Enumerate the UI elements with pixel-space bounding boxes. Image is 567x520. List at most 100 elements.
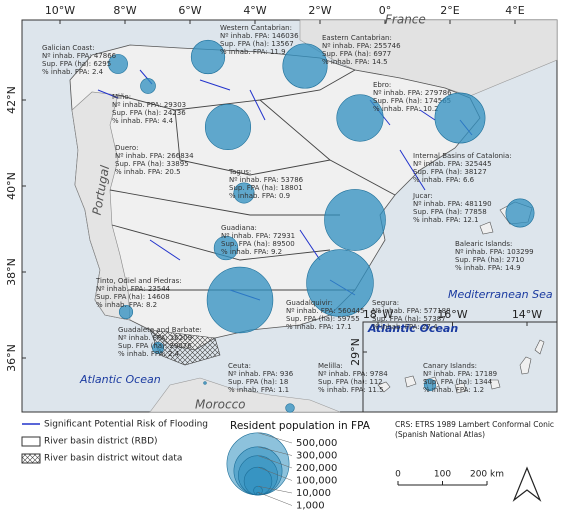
stat-label: % inhab. FPA: (42, 68, 90, 76)
stat-label: % inhab. FPA: (413, 216, 461, 224)
stat-value: 11.9 (270, 48, 286, 56)
basin-stat: Sup. FPA (ha): 89500 (221, 240, 295, 248)
stat-value: 38127 (464, 168, 486, 176)
stat-label: Sup. FPA (ha): (115, 160, 164, 168)
stat-label: Nº inhab. FPA: (318, 370, 368, 378)
stat-label: Sup. FPA (ha): (322, 50, 371, 58)
basin-stat: Nº inhab. FPA: 146036 (220, 32, 299, 40)
north-arrow (512, 466, 542, 502)
stat-value: 146036 (272, 32, 299, 40)
stat-label: Nº inhab. FPA: (413, 200, 463, 208)
stat-value: 325445 (465, 160, 492, 168)
stat-label: % inhab. FPA: (455, 264, 503, 272)
stat-label: % inhab. FPA: (115, 168, 163, 176)
place-label: Atlantic Ocean (79, 373, 161, 386)
population-bubble (423, 378, 437, 392)
stat-label: Sup. FPA (ha): (413, 168, 462, 176)
stat-value: 11.5 (368, 386, 384, 394)
basin-stat: Sup. FPA (ha): 174565 (373, 97, 451, 105)
legend-leader (257, 432, 293, 444)
stat-value: 17.1 (336, 323, 352, 331)
basin-stat: Sup. FPA (ha): 6295 (42, 60, 111, 68)
basin-stat: % inhab. FPA: 11.5 (318, 386, 384, 394)
lon-tick-label: 4°W (243, 4, 266, 17)
basin-stat: % inhab. FPA: 8.2 (96, 301, 157, 309)
basin-name: Guadalquivir: (286, 299, 333, 307)
basin-stat: Nº inhab. FPA: 481190 (413, 200, 492, 208)
legend-size-label: 1,000 (296, 501, 325, 512)
basin-stat: % inhab. FPA: 9.2 (221, 248, 282, 256)
population-bubble (118, 304, 134, 320)
stat-value: 29076 (169, 342, 192, 350)
stat-value: 89500 (272, 240, 294, 248)
stat-value: 14608 (147, 293, 169, 301)
inset-lon-tick-label: 14°W (512, 308, 542, 321)
basin-stat: Sup. FPA (ha): 38127 (413, 168, 487, 176)
population-bubble (203, 381, 207, 385)
lon-tick-label: 10°W (45, 4, 75, 17)
population-bubble (505, 198, 535, 228)
canary-islands (377, 339, 545, 394)
stat-label: % inhab. FPA: (413, 176, 461, 184)
stat-label: Nº inhab. FPA: (423, 370, 473, 378)
stat-label: % inhab. FPA: (318, 386, 366, 394)
stat-label: Sup. FPA (ha): (286, 315, 335, 323)
stat-label: Sup. FPA (ha): (413, 208, 462, 216)
basin-stat: % inhab. FPA: 14.5 (322, 58, 388, 66)
basin-stat: % inhab. FPA: 11.9 (220, 48, 286, 56)
legend-size-label: 10,000 (296, 488, 331, 499)
stat-label: Nº inhab. FPA: (96, 285, 146, 293)
place-label: Mediterranean Sea (448, 288, 553, 301)
basin-stat: % inhab. FPA: 0.9 (229, 192, 290, 200)
basin-name: Guadiana: (221, 224, 257, 232)
basin-stat: Nº inhab. FPA: 936 (228, 370, 294, 378)
basin-stat: Nº inhab. FPA: 29303 (112, 101, 186, 109)
basin-name: Duero: (115, 144, 139, 152)
basin-stat: % inhab. FPA: 27.4 (372, 323, 438, 331)
basin-stat: Nº inhab. FPA: 47866 (42, 52, 117, 60)
basin-stat: % inhab. FPA: 12.1 (413, 216, 479, 224)
lon-tick-label: 0° (379, 4, 392, 17)
stat-label: % inhab. FPA: (229, 192, 277, 200)
stat-value: 33895 (166, 160, 188, 168)
stat-value: 112 (369, 378, 382, 386)
lon-tick-label: 8°W (113, 4, 136, 17)
stat-value: 174565 (424, 97, 451, 105)
basin-stat: % inhab. FPA: 14.9 (455, 264, 521, 272)
legend-leader (257, 466, 293, 481)
portugal-land (71, 91, 131, 321)
basin-stat: % inhab. FPA: 2.4 (118, 350, 180, 358)
lon-tick-label: 2°W (308, 4, 331, 17)
stat-value: 17189 (475, 370, 497, 378)
stat-label: Sup. FPA (ha): (372, 315, 421, 323)
population-bubble (206, 266, 274, 334)
basin-stat: % inhab. FPA: 20.5 (115, 168, 181, 176)
stat-label: % inhab. FPA: (228, 386, 276, 394)
basin-stat: Sup. FPA (ha): 29076 (118, 342, 192, 350)
stat-value: 0.9 (279, 192, 290, 200)
stat-value: 18 (279, 378, 288, 386)
stat-value: 1.2 (473, 386, 484, 394)
basin-stat: Sup. FPA (ha): 33895 (115, 160, 189, 168)
basin-stat: Sup. FPA (ha): 2710 (455, 256, 524, 264)
basin-stat: % inhab. FPA: 1.1 (228, 386, 289, 394)
morocco-land (149, 377, 341, 413)
basin-stat: Nº inhab. FPA: 279786 (373, 89, 452, 97)
basin-stat: Nº inhab. FPA: 255746 (322, 42, 401, 50)
basin-stat: Sup. FPA (ha): 18801 (229, 184, 303, 192)
basin-name: Miño: (112, 93, 131, 101)
stat-value: 10.2 (423, 105, 439, 113)
inset-lon-tick-label: 18°W (363, 308, 393, 321)
stat-value: 14.5 (372, 58, 388, 66)
basin-stat: Nº inhab. FPA: 577188 (372, 307, 451, 315)
stat-label: Nº inhab. FPA: (372, 307, 422, 315)
basin-stat: Sup. FPA (ha): 77858 (413, 208, 487, 216)
lon-tick-label: 6°W (178, 4, 201, 17)
stat-value: 255746 (374, 42, 401, 50)
stat-label: Nº inhab. FPA: (455, 248, 505, 256)
basin-stat: Nº inhab. FPA: 17189 (423, 370, 497, 378)
scale-label: 0 (395, 470, 401, 480)
basin-stat: % inhab. FPA: 17.1 (286, 323, 352, 331)
legend-rbd-swatch (21, 436, 41, 447)
basin-stat: Sup. FPA (ha): 6977 (322, 50, 391, 58)
